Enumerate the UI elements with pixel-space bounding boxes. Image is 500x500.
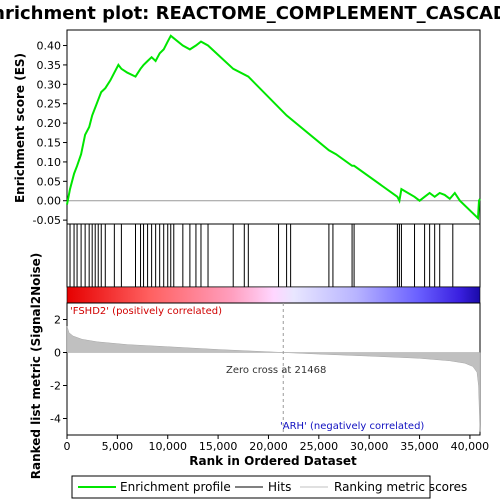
- es-y-tick-label: 0.40: [37, 40, 62, 53]
- metric-x-tick-label: 15,000: [199, 440, 238, 453]
- es-y-axis: -0.05 0.00 0.05 0.10 0.15 0.20 0.25 0.30 0.35 0.4…: [33, 40, 67, 227]
- metric-y-tick-label: 2: [54, 314, 61, 327]
- negative-label: 'ARH' (negatively correlated): [280, 421, 424, 432]
- hits-panel-frame: [66, 223, 481, 288]
- metric-x-tick-label: 10,000: [148, 440, 187, 453]
- metric-x-tick-label: 20,000: [249, 440, 288, 453]
- legend-metric-label: Ranking metric scores: [334, 480, 467, 494]
- hits-marks: [69, 224, 481, 287]
- chart-title: Enrichment plot: REACTOME_COMPLEMENT_CAS…: [0, 3, 500, 24]
- enrichment-profile-line: [66, 34, 481, 221]
- es-y-tick-label: 0.25: [37, 98, 62, 111]
- es-panel-frame: [66, 29, 481, 225]
- metric-x-tick-label: 0: [64, 440, 71, 453]
- metric-xlabel: Rank in Ordered Dataset: [189, 454, 357, 468]
- metric-x-axis: 0 5,000 10,000 15,000 20,000 25,000 30,000 35,0…: [64, 435, 490, 453]
- metric-x-tick-label: 40,000: [451, 440, 490, 453]
- es-y-tick-label: 0.15: [37, 137, 62, 150]
- metric-ylabel: Ranked list metric (Signal2Noise): [29, 253, 43, 480]
- metric-y-tick-label: -2: [50, 380, 61, 393]
- metric-x-tick-label: 5,000: [102, 440, 134, 453]
- legend-profile-label: Enrichment profile: [120, 480, 231, 494]
- es-y-tick-label: -0.05: [33, 214, 61, 227]
- es-y-tick-label: 0.30: [37, 78, 62, 91]
- metric-y-axis: -4 -2 0 2: [50, 314, 67, 426]
- es-ylabel: Enrichment score (ES): [13, 53, 27, 203]
- metric-x-tick-label: 35,000: [400, 440, 439, 453]
- es-y-tick-label: 0.35: [37, 59, 62, 72]
- es-y-tick-label: 0.05: [37, 175, 62, 188]
- metric-y-tick-label: -4: [50, 413, 61, 426]
- es-y-tick-label: 0.00: [37, 195, 62, 208]
- metric-y-tick-label: 0: [54, 347, 61, 360]
- ranking-metric-area: [66, 326, 481, 432]
- ranking-color-bar: [66, 286, 481, 304]
- legend-hits-label: Hits: [268, 480, 291, 494]
- metric-x-tick-label: 30,000: [350, 440, 389, 453]
- es-y-tick-label: 0.10: [37, 156, 62, 169]
- zero-cross-label: Zero cross at 21468: [226, 365, 326, 376]
- metric-x-tick-label: 25,000: [300, 440, 339, 453]
- es-y-tick-label: 0.20: [37, 117, 62, 130]
- positive-label: 'FSHD2' (positively correlated): [70, 306, 222, 317]
